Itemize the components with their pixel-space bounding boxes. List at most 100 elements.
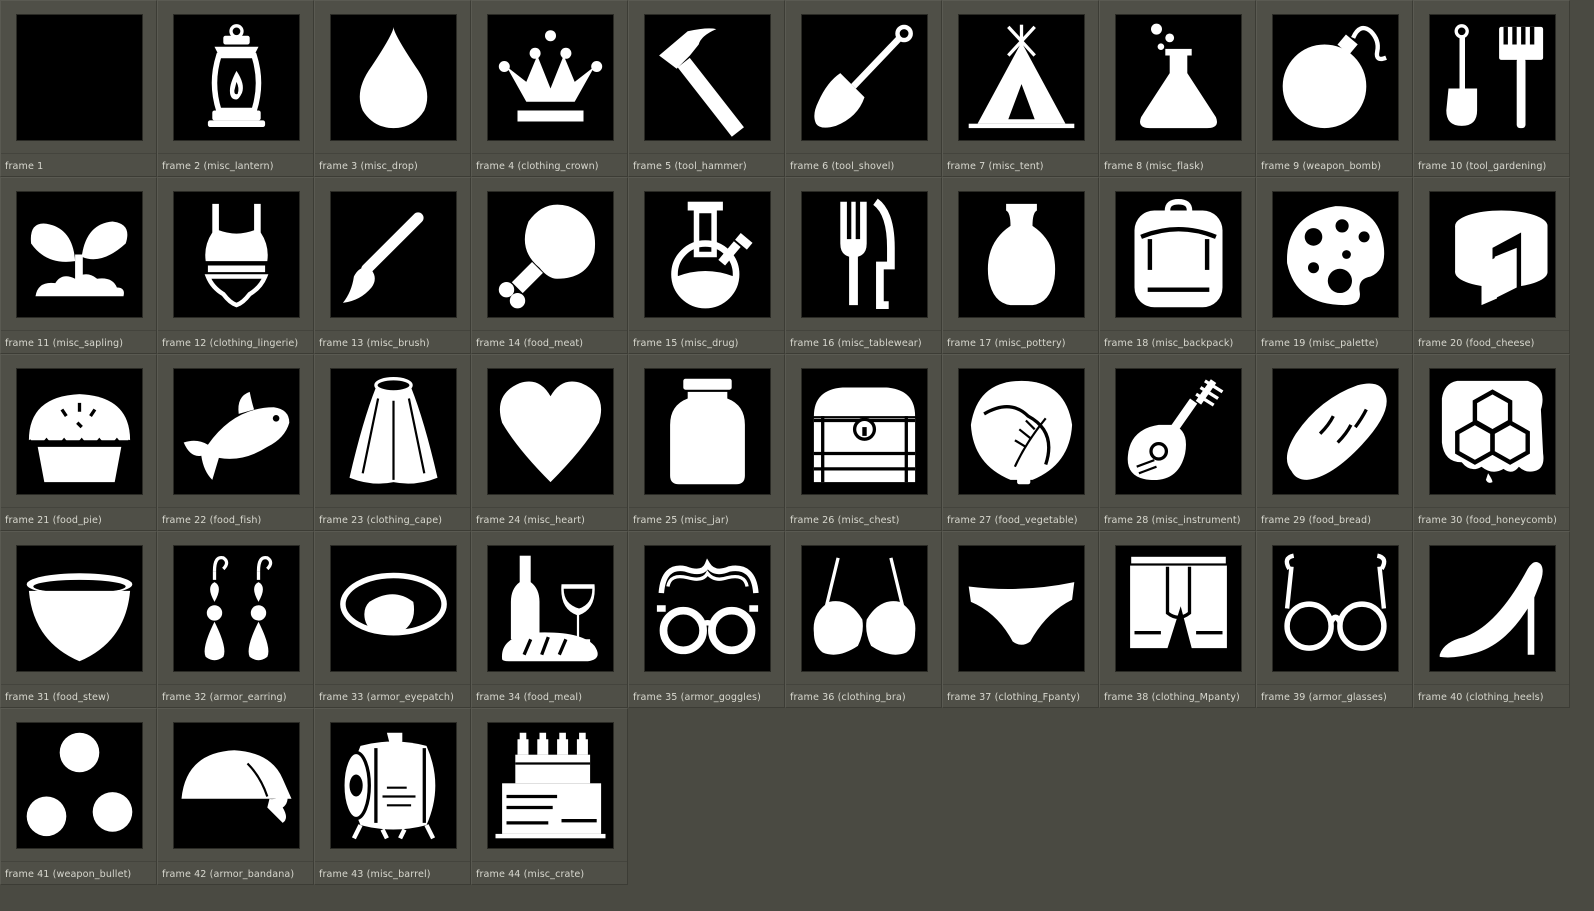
frame-cell-4[interactable]: frame 4 (clothing_crown)	[471, 0, 628, 177]
frame-cell-17[interactable]: frame 17 (misc_pottery)	[942, 177, 1099, 354]
frame-cell-41[interactable]: frame 41 (weapon_bullet)	[0, 708, 157, 885]
cell-divider	[629, 684, 784, 685]
frame-cell-26[interactable]: frame 26 (misc_chest)	[785, 354, 942, 531]
frame-cell-43[interactable]: frame 43 (misc_barrel)	[314, 708, 471, 885]
frame-cell-30[interactable]: frame 30 (food_honeycomb)	[1413, 354, 1570, 531]
frame-cell-42[interactable]: frame 42 (armor_bandana)	[157, 708, 314, 885]
frame-cell-39[interactable]: frame 39 (armor_glasses)	[1256, 531, 1413, 708]
frame-cell-15[interactable]: frame 15 (misc_drug)	[628, 177, 785, 354]
frame-cell-7[interactable]: frame 7 (misc_tent)	[942, 0, 1099, 177]
frame-cell-25[interactable]: frame 25 (misc_jar)	[628, 354, 785, 531]
frame-label: frame 4 (clothing_crown)	[476, 161, 599, 172]
frame-cell-11[interactable]: frame 11 (misc_sapling)	[0, 177, 157, 354]
frame-label: frame 31 (food_stew)	[5, 692, 110, 703]
frame-label: frame 32 (armor_earring)	[162, 692, 287, 703]
frame-cell-44[interactable]: frame 44 (misc_crate)	[471, 708, 628, 885]
frame-cell-34[interactable]: frame 34 (food_meal)	[471, 531, 628, 708]
frame-cell-29[interactable]: frame 29 (food_bread)	[1256, 354, 1413, 531]
sprite-sheet-grid: frame 1 frame 2 (misc_lantern) frame 3 (m…	[0, 0, 1570, 885]
frame-cell-14[interactable]: frame 14 (food_meat)	[471, 177, 628, 354]
cell-divider	[1257, 684, 1412, 685]
frame-cell-23[interactable]: frame 23 (clothing_cape)	[314, 354, 471, 531]
frame-cell-36[interactable]: frame 36 (clothing_bra)	[785, 531, 942, 708]
frame-label: frame 3 (misc_drop)	[319, 161, 418, 172]
cell-divider	[1, 861, 156, 862]
frame-cell-6[interactable]: frame 6 (tool_shovel)	[785, 0, 942, 177]
frame-cell-32[interactable]: frame 32 (armor_earring)	[157, 531, 314, 708]
frame-label: frame 20 (food_cheese)	[1418, 338, 1535, 349]
goggles-icon	[644, 545, 771, 672]
eyepatch-icon	[330, 545, 457, 672]
earring-icon	[173, 545, 300, 672]
flask-icon	[1115, 14, 1242, 141]
frame-label: frame 18 (misc_backpack)	[1104, 338, 1234, 349]
frame-cell-1[interactable]: frame 1	[0, 0, 157, 177]
cell-divider	[1100, 153, 1255, 154]
frame-cell-10[interactable]: frame 10 (tool_gardening)	[1413, 0, 1570, 177]
frame-cell-19[interactable]: frame 19 (misc_palette)	[1256, 177, 1413, 354]
bomb-icon	[1272, 14, 1399, 141]
gardening-icon	[1429, 14, 1556, 141]
frame-label: frame 17 (misc_pottery)	[947, 338, 1066, 349]
glasses-icon	[1272, 545, 1399, 672]
frame-cell-22[interactable]: frame 22 (food_fish)	[157, 354, 314, 531]
cell-divider	[158, 861, 313, 862]
frame-cell-16[interactable]: frame 16 (misc_tablewear)	[785, 177, 942, 354]
cell-divider	[315, 861, 470, 862]
frame-cell-33[interactable]: frame 33 (armor_eyepatch)	[314, 531, 471, 708]
cell-divider	[158, 507, 313, 508]
frame-cell-35[interactable]: frame 35 (armor_goggles)	[628, 531, 785, 708]
cell-divider	[943, 330, 1098, 331]
frame-label: frame 39 (armor_glasses)	[1261, 692, 1387, 703]
cell-divider	[1257, 330, 1412, 331]
lantern-icon	[173, 14, 300, 141]
frame-cell-5[interactable]: frame 5 (tool_hammer)	[628, 0, 785, 177]
frame-cell-40[interactable]: frame 40 (clothing_heels)	[1413, 531, 1570, 708]
frame-cell-20[interactable]: frame 20 (food_cheese)	[1413, 177, 1570, 354]
frame-label: frame 12 (clothing_lingerie)	[162, 338, 299, 349]
frame-label: frame 25 (misc_jar)	[633, 515, 729, 526]
cheese-icon	[1429, 191, 1556, 318]
cell-divider	[1, 153, 156, 154]
drug-icon	[644, 191, 771, 318]
frame-cell-8[interactable]: frame 8 (misc_flask)	[1099, 0, 1256, 177]
tablewear-icon	[801, 191, 928, 318]
frame-cell-13[interactable]: frame 13 (misc_brush)	[314, 177, 471, 354]
meal-icon	[487, 545, 614, 672]
frame-cell-38[interactable]: frame 38 (clothing_Mpanty)	[1099, 531, 1256, 708]
frame-label: frame 21 (food_pie)	[5, 515, 102, 526]
cell-divider	[1414, 507, 1569, 508]
frame-cell-3[interactable]: frame 3 (misc_drop)	[314, 0, 471, 177]
cell-divider	[315, 153, 470, 154]
frame-cell-27[interactable]: frame 27 (food_vegetable)	[942, 354, 1099, 531]
bullet-icon	[16, 722, 143, 849]
frame-label: frame 41 (weapon_bullet)	[5, 869, 132, 880]
cell-divider	[1257, 153, 1412, 154]
heart-icon	[487, 368, 614, 495]
frame-cell-9[interactable]: frame 9 (weapon_bomb)	[1256, 0, 1413, 177]
blank-icon	[16, 14, 143, 141]
frame-cell-31[interactable]: frame 31 (food_stew)	[0, 531, 157, 708]
mpanty-icon	[1115, 545, 1242, 672]
frame-cell-2[interactable]: frame 2 (misc_lantern)	[157, 0, 314, 177]
cell-divider	[472, 684, 627, 685]
cell-divider	[315, 507, 470, 508]
drop-icon	[330, 14, 457, 141]
frame-cell-21[interactable]: frame 21 (food_pie)	[0, 354, 157, 531]
frame-cell-28[interactable]: frame 28 (misc_instrument)	[1099, 354, 1256, 531]
frame-label: frame 10 (tool_gardening)	[1418, 161, 1547, 172]
vegetable-icon	[958, 368, 1085, 495]
fish-icon	[173, 368, 300, 495]
frame-label: frame 19 (misc_palette)	[1261, 338, 1379, 349]
cell-divider	[158, 684, 313, 685]
frame-cell-37[interactable]: frame 37 (clothing_Fpanty)	[942, 531, 1099, 708]
cell-divider	[472, 330, 627, 331]
heels-icon	[1429, 545, 1556, 672]
cell-divider	[786, 684, 941, 685]
frame-cell-18[interactable]: frame 18 (misc_backpack)	[1099, 177, 1256, 354]
frame-cell-12[interactable]: frame 12 (clothing_lingerie)	[157, 177, 314, 354]
frame-label: frame 7 (misc_tent)	[947, 161, 1044, 172]
backpack-icon	[1115, 191, 1242, 318]
frame-cell-24[interactable]: frame 24 (misc_heart)	[471, 354, 628, 531]
barrel-icon	[330, 722, 457, 849]
